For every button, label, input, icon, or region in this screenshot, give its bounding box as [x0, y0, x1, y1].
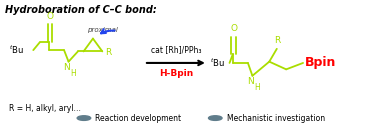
Text: N: N: [63, 63, 70, 72]
Text: $^t$Bu: $^t$Bu: [9, 44, 24, 56]
Circle shape: [77, 116, 91, 120]
Text: O: O: [230, 24, 237, 33]
Text: cat [Rh]/PPh₃: cat [Rh]/PPh₃: [150, 45, 201, 54]
Text: Mechanistic investigation: Mechanistic investigation: [226, 114, 325, 123]
Text: Bpin: Bpin: [305, 56, 336, 69]
Text: Hydroboration of C–C bond:: Hydroboration of C–C bond:: [5, 5, 157, 15]
Text: R: R: [274, 36, 281, 45]
Text: O: O: [46, 12, 53, 21]
Text: H-Bpin: H-Bpin: [159, 69, 193, 78]
Text: H: H: [254, 83, 260, 92]
Circle shape: [209, 116, 222, 120]
Text: Reaction development: Reaction development: [95, 114, 181, 123]
Text: N: N: [247, 77, 254, 86]
Text: proximal: proximal: [87, 27, 118, 33]
Text: R = H, alkyl, aryl…: R = H, alkyl, aryl…: [9, 104, 81, 113]
Text: $^t$Bu: $^t$Bu: [210, 57, 225, 69]
Text: R: R: [105, 48, 112, 57]
Text: H: H: [71, 69, 76, 78]
